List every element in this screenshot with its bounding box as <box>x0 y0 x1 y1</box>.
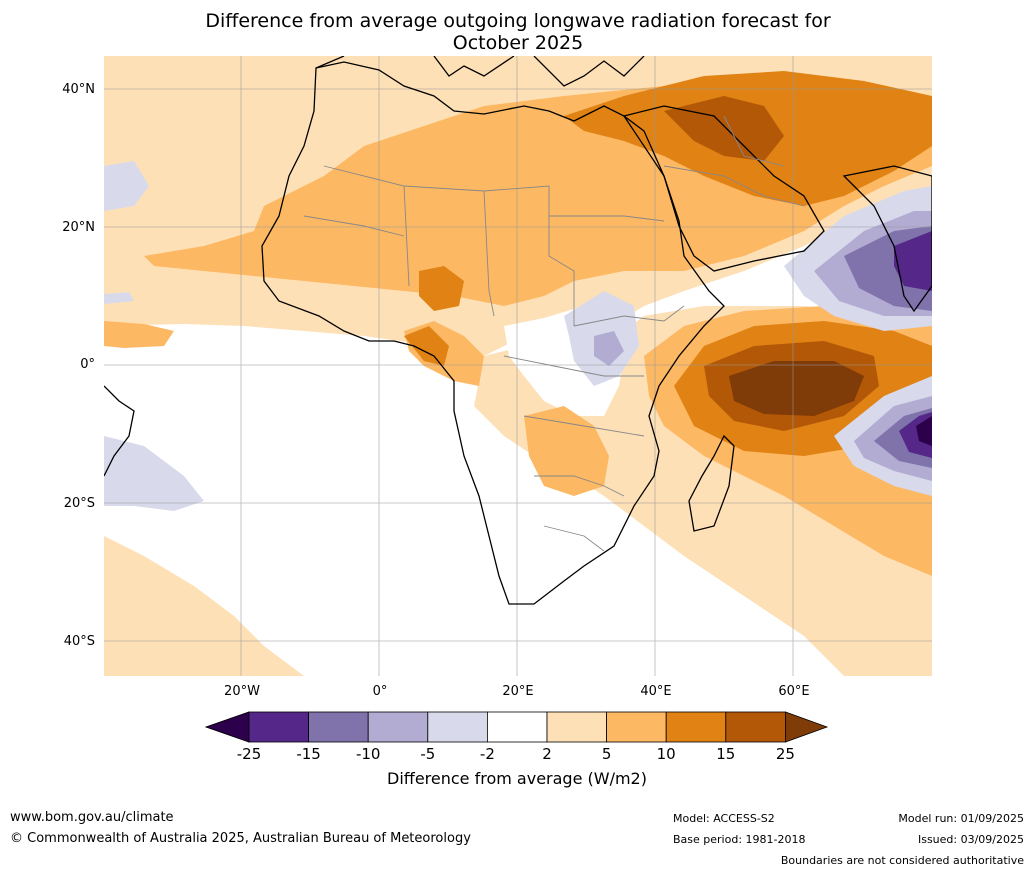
coastline-india <box>842 165 932 313</box>
colorbar-extend-high <box>785 711 829 743</box>
lat-tick-20n: 20°N <box>62 220 95 235</box>
anomaly-region-gulf-guinea-strong <box>404 326 449 366</box>
footer-model-run: Model run: 01/09/2025 <box>898 812 1024 825</box>
lat-tick-0: 0° <box>80 357 95 372</box>
colorbar-segment <box>665 711 727 743</box>
anomaly-region-sio-extreme-negative <box>916 416 932 446</box>
colorbar-tick-label: -2 <box>479 745 495 763</box>
colorbar-segment <box>367 711 429 743</box>
anomaly-region-arabian-sea-extreme <box>729 361 864 416</box>
colorbar-segment <box>606 711 667 743</box>
anomaly-region-east-atlantic-negative <box>104 161 149 211</box>
lon-tick-20e: 20°E <box>502 684 534 699</box>
graticule <box>104 56 932 676</box>
colorbar-tick-label: 10 <box>656 745 676 763</box>
footer-disclaimer: Boundaries are not considered authoritat… <box>780 854 1024 867</box>
neutral-region-equatorial <box>104 346 514 676</box>
title-line-2: October 2025 <box>452 32 584 54</box>
colorbar-segment <box>248 711 309 743</box>
anomaly-region-south-atlantic-negative <box>104 436 204 511</box>
colorbar-label: Difference from average (W/m2) <box>387 769 647 788</box>
anomaly-region-zambia-mid <box>524 406 609 496</box>
anomaly-region-atlantic-mid <box>104 321 174 348</box>
anomaly-region-west-atlantic-negative <box>104 292 134 304</box>
colorbar-tick-label: -5 <box>420 745 436 763</box>
coastline-south-america <box>104 385 135 477</box>
footer-copyright: © Commonwealth of Australia 2025, Austra… <box>10 831 471 846</box>
colorbar-segment <box>546 711 607 743</box>
country-borders <box>303 115 805 552</box>
lat-tick-40s: 40°S <box>63 634 95 649</box>
coastline-europe <box>315 56 645 87</box>
footer-url[interactable]: www.bom.gov.au/climate <box>10 810 174 825</box>
lon-tick-60e: 60°E <box>778 684 810 699</box>
colorbar <box>205 711 829 743</box>
footer-model: Model: ACCESS-S2 <box>673 812 775 825</box>
colorbar-segment <box>725 711 786 743</box>
footer-issued: Issued: 03/09/2025 <box>917 833 1024 846</box>
colorbar-tick-label: 25 <box>775 745 795 763</box>
footer-base-period: Base period: 1981-2018 <box>673 833 806 846</box>
coastline-madagascar <box>688 434 735 532</box>
colorbar-segments <box>205 711 829 743</box>
lon-tick-20w: 20°W <box>224 684 260 699</box>
anomaly-region-lake-victoria-moderate-negative <box>594 331 624 366</box>
lat-tick-40n: 40°N <box>62 82 95 97</box>
title-line-1: Difference from average outgoing longwav… <box>205 10 831 32</box>
lon-tick-0: 0° <box>372 684 388 699</box>
coastline-arabia <box>622 105 825 272</box>
olr-anomaly-map <box>104 56 932 676</box>
colorbar-segment <box>486 711 548 743</box>
colorbar-extend-low <box>205 711 250 743</box>
colorbar-tick-label: -10 <box>355 745 381 763</box>
anomaly-region-india-very-strong-negative <box>894 231 932 291</box>
colorbar-tick-label: 15 <box>716 745 736 763</box>
coastlines <box>104 56 932 605</box>
colorbar-tick-label: 5 <box>601 745 612 763</box>
map-title: Difference from average outgoing longwav… <box>104 10 932 54</box>
anomaly-region-chad-strong <box>419 266 464 311</box>
colorbar-tick-label: 2 <box>542 745 552 763</box>
map-canvas <box>104 56 932 676</box>
colorbar-segment <box>308 711 369 743</box>
colorbar-tick-label: -15 <box>296 745 321 763</box>
coastline-africa <box>261 61 725 605</box>
lon-tick-40e: 40°E <box>640 684 672 699</box>
colorbar-segment <box>427 711 488 743</box>
lat-tick-20s: 20°S <box>63 496 95 511</box>
colorbar-tick-label: -25 <box>236 745 262 763</box>
